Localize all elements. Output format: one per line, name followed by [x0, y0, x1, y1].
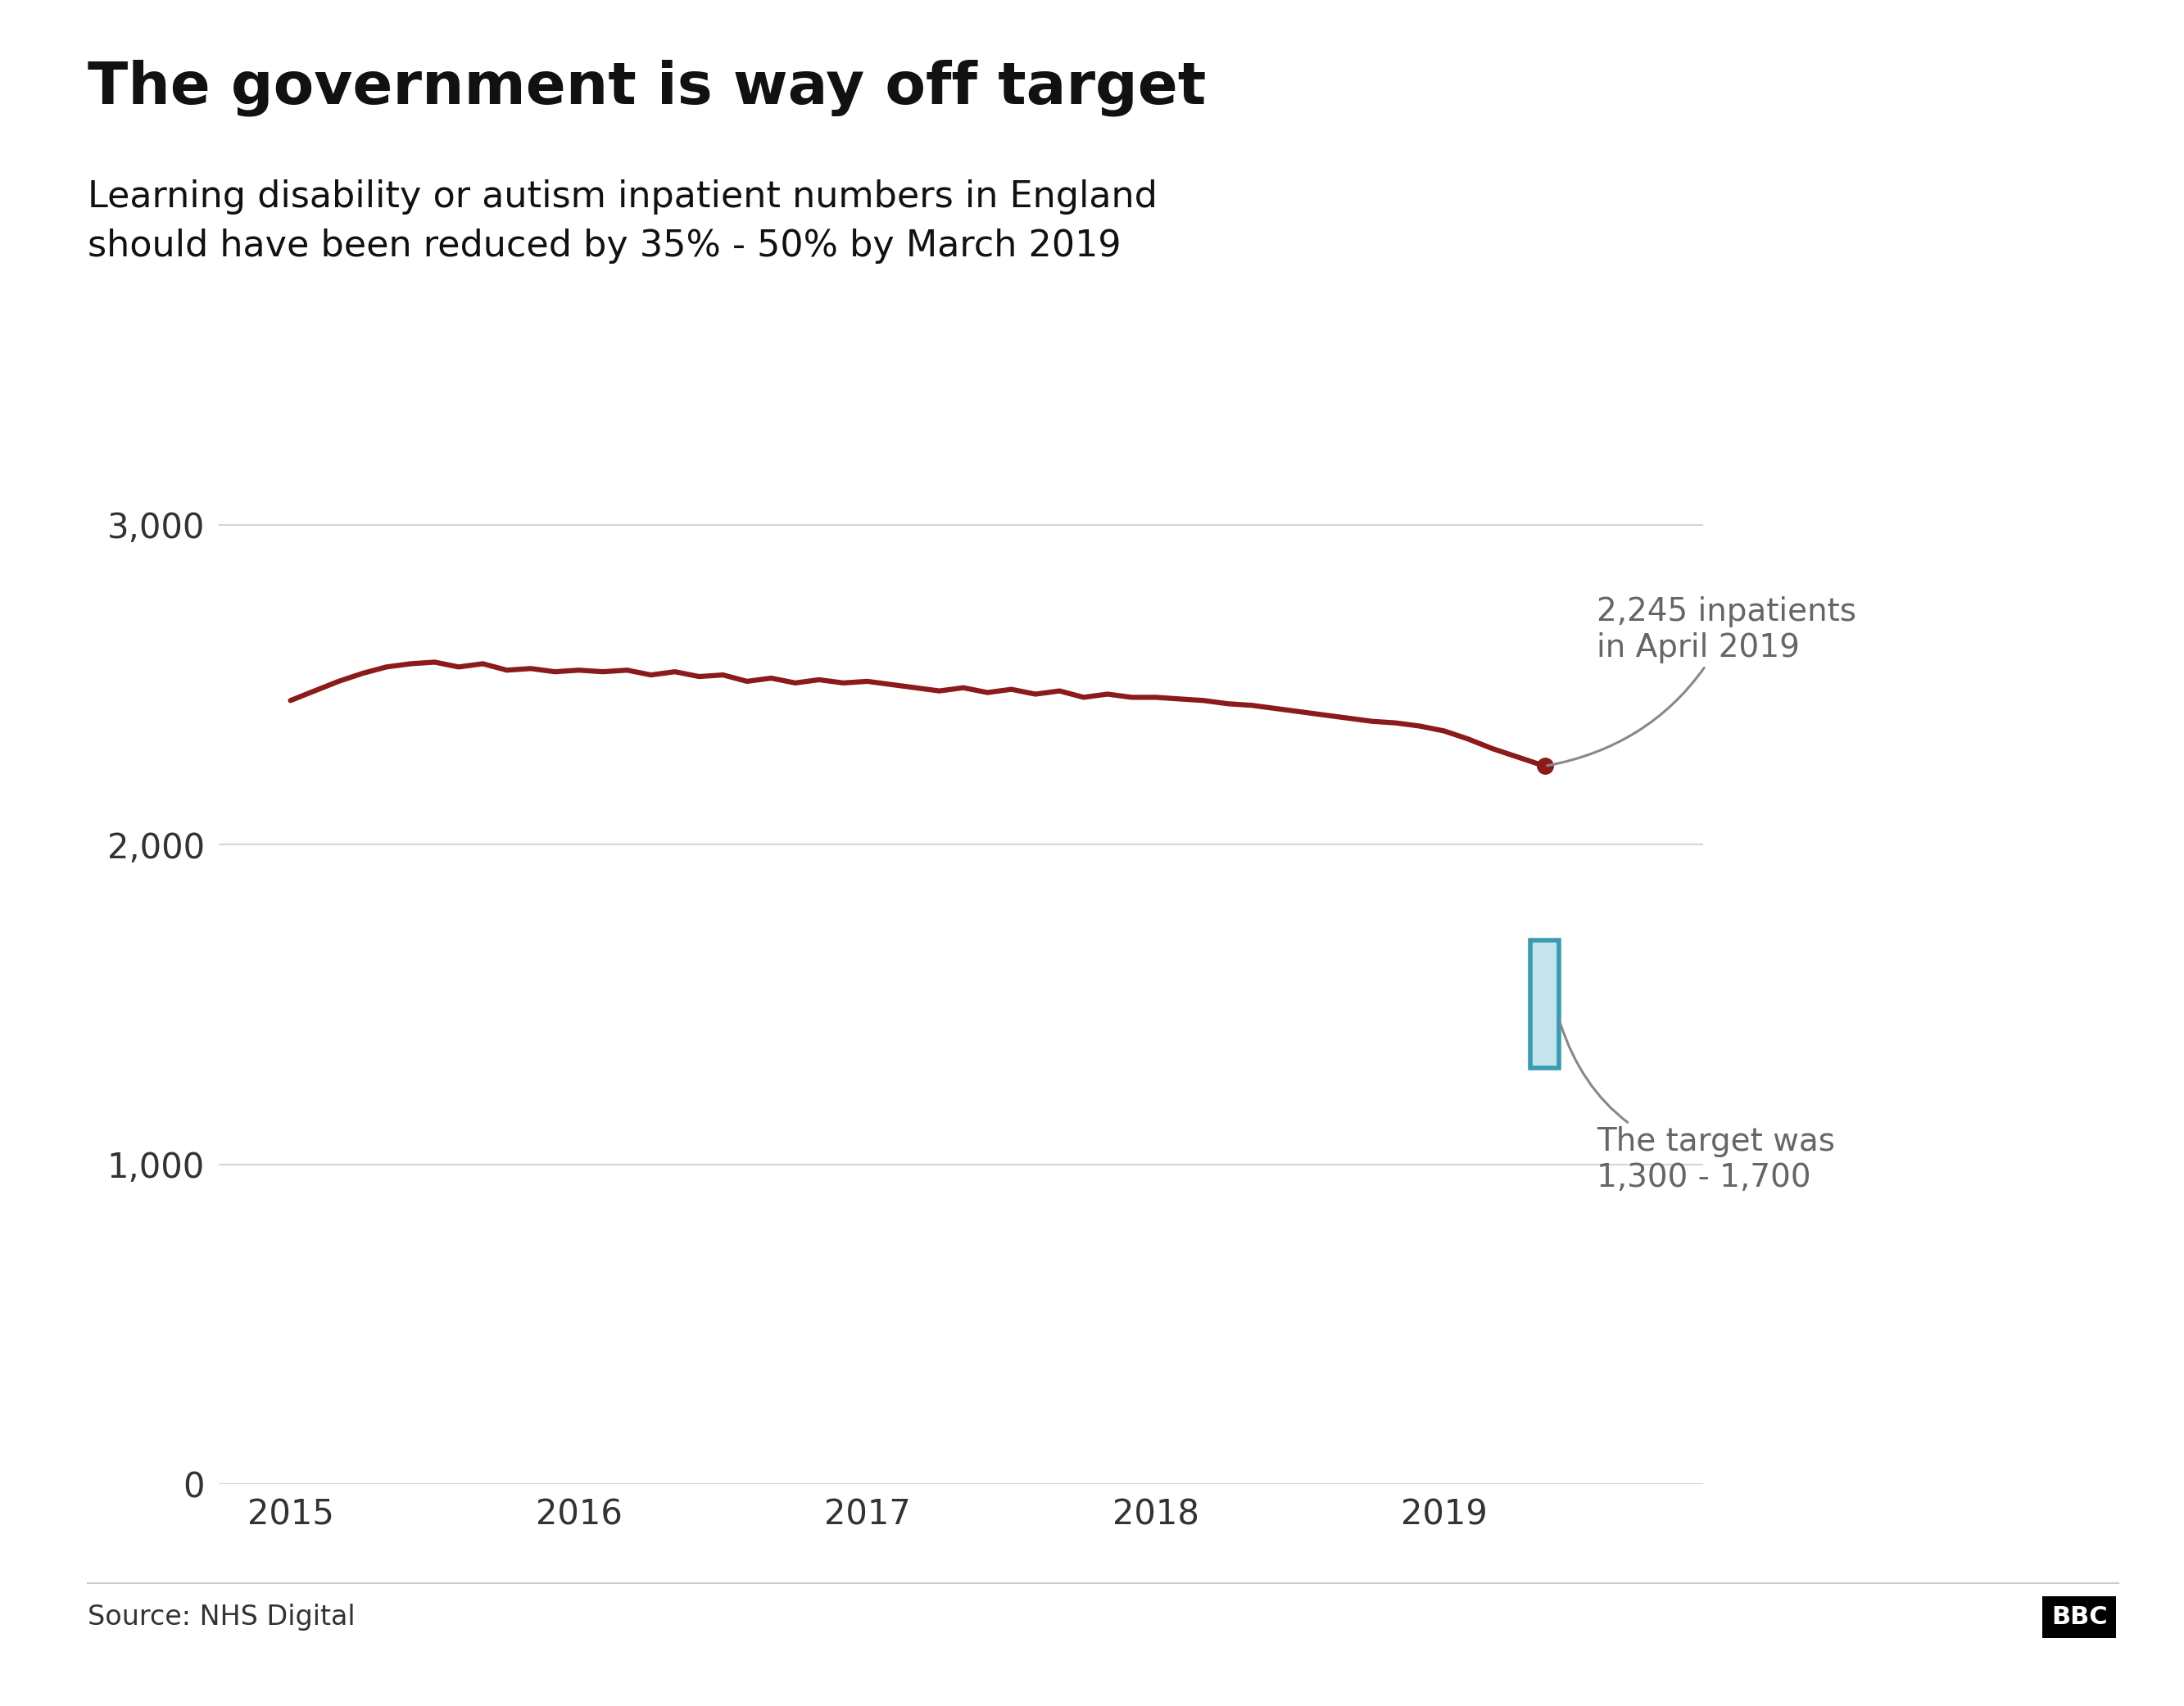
Bar	[1531, 940, 1559, 1068]
Text: 2,245 inpatients
in April 2019: 2,245 inpatients in April 2019	[1546, 597, 1856, 766]
Text: Source: NHS Digital: Source: NHS Digital	[87, 1604, 356, 1631]
Text: BBC: BBC	[2051, 1605, 2108, 1629]
Text: Learning disability or autism inpatient numbers in England
should have been redu: Learning disability or autism inpatient …	[87, 179, 1158, 263]
Text: The government is way off target: The government is way off target	[87, 60, 1206, 116]
Text: The target was
1,300 - 1,700: The target was 1,300 - 1,700	[1559, 1022, 1835, 1192]
